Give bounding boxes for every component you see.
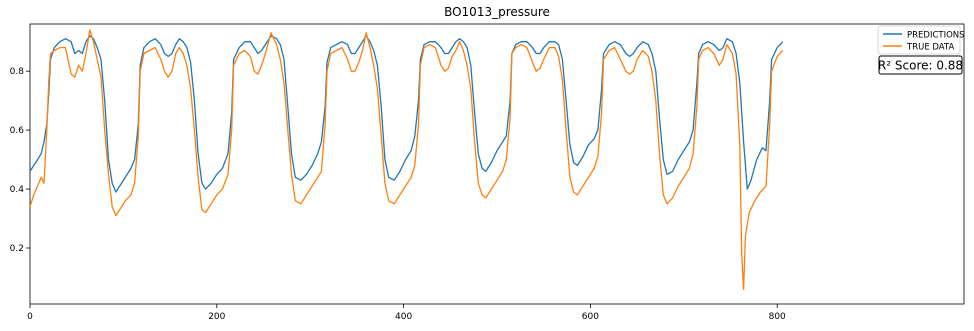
x-tick-label: 200 — [208, 312, 225, 322]
x-tick-label: 400 — [395, 312, 412, 322]
y-tick-label: 0.8 — [10, 67, 25, 77]
series-line-predictions — [29, 35, 784, 193]
series-line-true-data — [29, 29, 784, 290]
legend: PREDICTIONS TRUE DATA — [877, 25, 965, 55]
score-box-frame — [878, 55, 963, 75]
y-tick-label: 0.6 — [10, 126, 25, 136]
axis-ticks: 0 200 400 600 800 0.2 0.4 0.6 0.8 — [10, 67, 786, 322]
r2-score-annotation: R² Score: 0.88 — [878, 55, 963, 75]
x-tick-label: 600 — [582, 312, 599, 322]
x-tick-label: 0 — [27, 312, 33, 322]
series-lines — [29, 29, 784, 290]
legend-label-predictions: PREDICTIONS — [907, 31, 965, 41]
y-tick-label: 0.4 — [10, 185, 25, 195]
chart-title: BO1013_pressure — [444, 5, 550, 19]
x-tick-label: 800 — [769, 312, 786, 322]
legend-label-true-data: TRUE DATA — [906, 43, 954, 53]
plot-area — [29, 23, 965, 305]
legend-frame — [877, 25, 961, 55]
score-box-text: R² Score: 0.88 — [878, 59, 963, 73]
y-tick-label: 0.2 — [10, 244, 24, 254]
